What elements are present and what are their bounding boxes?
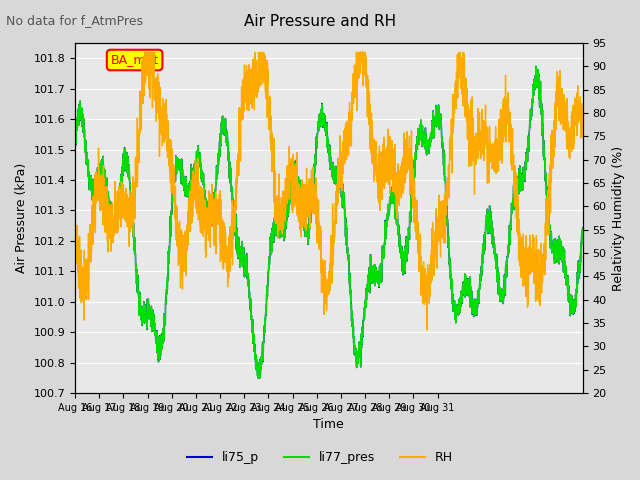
RH xyxy=(71,220,79,226)
li77_pres xyxy=(579,226,586,231)
RH xyxy=(141,49,148,55)
li77_pres xyxy=(254,375,262,381)
li75_p xyxy=(510,200,518,206)
li75_p xyxy=(532,63,540,69)
li75_p xyxy=(71,149,79,155)
li77_pres xyxy=(510,200,518,206)
X-axis label: Time: Time xyxy=(314,419,344,432)
RH xyxy=(281,218,289,224)
Line: RH: RH xyxy=(75,52,582,330)
Text: No data for f_AtmPres: No data for f_AtmPres xyxy=(6,14,143,27)
li77_pres xyxy=(146,311,154,317)
li77_pres xyxy=(281,222,289,228)
RH xyxy=(216,188,224,193)
RH xyxy=(579,108,586,113)
RH xyxy=(423,327,431,333)
Y-axis label: Relativity Humidity (%): Relativity Humidity (%) xyxy=(612,145,625,290)
RH xyxy=(146,64,154,70)
RH xyxy=(403,156,411,162)
Line: li75_p: li75_p xyxy=(75,66,582,378)
Text: Air Pressure and RH: Air Pressure and RH xyxy=(244,14,396,29)
li75_p xyxy=(216,137,224,143)
li75_p xyxy=(254,375,262,381)
Text: BA_met: BA_met xyxy=(111,53,159,67)
RH xyxy=(170,182,178,188)
Line: li77_pres: li77_pres xyxy=(75,67,582,378)
li77_pres xyxy=(170,177,178,182)
Y-axis label: Air Pressure (kPa): Air Pressure (kPa) xyxy=(15,163,28,273)
li75_p xyxy=(579,225,586,231)
li75_p xyxy=(146,311,154,317)
li75_p xyxy=(170,177,178,182)
li77_pres xyxy=(532,64,540,70)
li75_p xyxy=(281,222,289,228)
RH xyxy=(510,163,518,168)
li77_pres xyxy=(71,149,79,155)
li77_pres xyxy=(403,257,411,263)
li77_pres xyxy=(216,136,224,142)
Legend: li75_p, li77_pres, RH: li75_p, li77_pres, RH xyxy=(182,446,458,469)
li75_p xyxy=(403,258,411,264)
